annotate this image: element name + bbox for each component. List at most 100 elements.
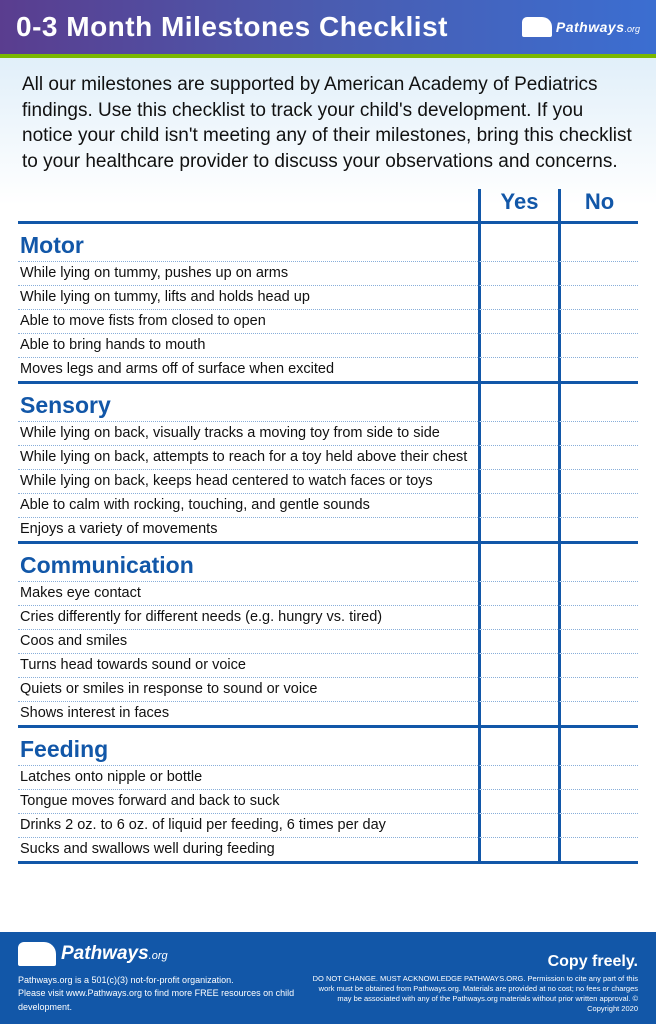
milestone-row: Able to bring hands to mouth	[18, 334, 638, 358]
yes-cell[interactable]	[478, 310, 558, 334]
no-column-header: No	[558, 189, 638, 221]
no-cell[interactable]	[558, 470, 638, 494]
no-cell[interactable]	[558, 814, 638, 838]
intro-paragraph: All our milestones are supported by Amer…	[0, 58, 656, 189]
yes-cell[interactable]	[478, 384, 558, 422]
yes-cell[interactable]	[478, 446, 558, 470]
no-cell[interactable]	[558, 582, 638, 606]
no-cell[interactable]	[558, 310, 638, 334]
no-cell[interactable]	[558, 606, 638, 630]
description-column-header	[18, 189, 478, 221]
yes-cell[interactable]	[478, 630, 558, 654]
milestone-row: While lying on back, keeps head centered…	[18, 470, 638, 494]
no-cell[interactable]	[558, 384, 638, 422]
footer-nonprofit-line: Pathways.org is a 501(c)(3) not-for-prof…	[18, 974, 308, 988]
milestone-description: While lying on tummy, pushes up on arms	[18, 262, 478, 286]
section-title: Sensory	[18, 384, 478, 421]
milestone-row: Able to move fists from closed to open	[18, 310, 638, 334]
no-cell[interactable]	[558, 630, 638, 654]
no-cell[interactable]	[558, 262, 638, 286]
yes-cell[interactable]	[478, 654, 558, 678]
milestone-row: Moves legs and arms off of surface when …	[18, 358, 638, 381]
page-title: 0-3 Month Milestones Checklist	[16, 11, 448, 43]
yes-cell[interactable]	[478, 766, 558, 790]
no-cell[interactable]	[558, 358, 638, 381]
no-cell[interactable]	[558, 494, 638, 518]
milestone-row: Sucks and swallows well during feeding	[18, 838, 638, 861]
yes-cell[interactable]	[478, 544, 558, 582]
no-cell[interactable]	[558, 678, 638, 702]
no-cell[interactable]	[558, 838, 638, 861]
milestone-description: Drinks 2 oz. to 6 oz. of liquid per feed…	[18, 814, 478, 838]
footer-logo: Pathways.org	[18, 942, 308, 966]
milestone-row: Cries differently for different needs (e…	[18, 606, 638, 630]
milestone-description: Latches onto nipple or bottle	[18, 766, 478, 790]
yes-cell[interactable]	[478, 606, 558, 630]
milestone-description: Moves legs and arms off of surface when …	[18, 358, 478, 381]
section-title: Feeding	[18, 728, 478, 765]
yes-cell[interactable]	[478, 262, 558, 286]
brand-name: Pathways	[556, 19, 625, 35]
milestone-row: Tongue moves forward and back to suck	[18, 790, 638, 814]
section-title: Motor	[18, 224, 478, 261]
column-headers: Yes No	[18, 189, 638, 224]
milestone-description: Tongue moves forward and back to suck	[18, 790, 478, 814]
yes-cell[interactable]	[478, 358, 558, 381]
no-cell[interactable]	[558, 446, 638, 470]
milestone-row: Able to calm with rocking, touching, and…	[18, 494, 638, 518]
milestone-description: Cries differently for different needs (e…	[18, 606, 478, 630]
no-cell[interactable]	[558, 544, 638, 582]
yes-cell[interactable]	[478, 582, 558, 606]
milestone-row: Makes eye contact	[18, 582, 638, 606]
no-cell[interactable]	[558, 224, 638, 262]
milestone-row: Quiets or smiles in response to sound or…	[18, 678, 638, 702]
section-title-row: Communication	[18, 544, 638, 582]
no-cell[interactable]	[558, 518, 638, 541]
no-cell[interactable]	[558, 702, 638, 725]
yes-cell[interactable]	[478, 814, 558, 838]
milestone-row: While lying on tummy, lifts and holds he…	[18, 286, 638, 310]
no-cell[interactable]	[558, 728, 638, 766]
no-cell[interactable]	[558, 286, 638, 310]
yes-cell[interactable]	[478, 728, 558, 766]
section-title: Communication	[18, 544, 478, 581]
footer-brand-suffix: .org	[149, 950, 168, 962]
yes-cell[interactable]	[478, 470, 558, 494]
baby-icon	[18, 942, 56, 966]
section-block: SensoryWhile lying on back, visually tra…	[18, 384, 638, 544]
yes-cell[interactable]	[478, 838, 558, 861]
yes-cell[interactable]	[478, 518, 558, 541]
section-block: MotorWhile lying on tummy, pushes up on …	[18, 224, 638, 384]
no-cell[interactable]	[558, 790, 638, 814]
yes-cell[interactable]	[478, 286, 558, 310]
milestone-row: Turns head towards sound or voice	[18, 654, 638, 678]
milestone-description: Turns head towards sound or voice	[18, 654, 478, 678]
milestone-description: While lying on back, keeps head centered…	[18, 470, 478, 494]
no-cell[interactable]	[558, 766, 638, 790]
milestone-row: While lying on back, visually tracks a m…	[18, 422, 638, 446]
milestone-description: While lying on back, visually tracks a m…	[18, 422, 478, 446]
no-cell[interactable]	[558, 334, 638, 358]
milestone-description: Able to calm with rocking, touching, and…	[18, 494, 478, 518]
section-block: FeedingLatches onto nipple or bottleTong…	[18, 728, 638, 864]
yes-cell[interactable]	[478, 224, 558, 262]
brand-logo: Pathways.org	[522, 17, 640, 37]
milestone-description: Sucks and swallows well during feeding	[18, 838, 478, 861]
milestone-description: Shows interest in faces	[18, 702, 478, 725]
milestone-description: Makes eye contact	[18, 582, 478, 606]
yes-cell[interactable]	[478, 494, 558, 518]
header-bar: 0-3 Month Milestones Checklist Pathways.…	[0, 0, 656, 58]
no-cell[interactable]	[558, 422, 638, 446]
checklist-table: Yes No MotorWhile lying on tummy, pushes…	[0, 189, 656, 864]
milestone-description: While lying on back, attempts to reach f…	[18, 446, 478, 470]
milestone-description: While lying on tummy, lifts and holds he…	[18, 286, 478, 310]
yes-cell[interactable]	[478, 790, 558, 814]
copy-freely-title: Copy freely.	[308, 953, 638, 971]
milestone-row: Enjoys a variety of movements	[18, 518, 638, 541]
no-cell[interactable]	[558, 654, 638, 678]
yes-cell[interactable]	[478, 334, 558, 358]
yes-cell[interactable]	[478, 422, 558, 446]
yes-cell[interactable]	[478, 702, 558, 725]
milestone-description: Able to move fists from closed to open	[18, 310, 478, 334]
yes-cell[interactable]	[478, 678, 558, 702]
